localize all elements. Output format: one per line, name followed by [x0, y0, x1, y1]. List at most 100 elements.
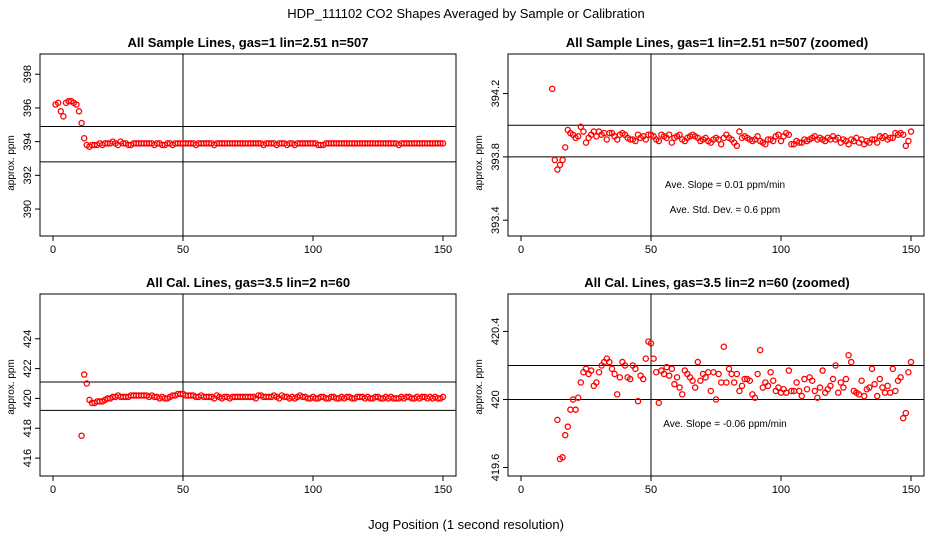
y-tick-label: 420 — [490, 390, 502, 408]
data-point — [647, 340, 655, 347]
data-point — [561, 144, 569, 151]
data-point — [881, 389, 889, 396]
x-tick-label: 100 — [304, 484, 322, 496]
data-point — [437, 140, 444, 147]
data-point — [759, 384, 767, 391]
data-point — [712, 396, 720, 403]
data-point — [554, 166, 561, 173]
panel-cal-lines: All Cal. Lines, gas=3.5 lin=2 n=60 appro… — [6, 275, 457, 496]
data-point — [567, 406, 574, 413]
x-tick-label: 100 — [772, 484, 790, 496]
y-tick-label: 398 — [22, 65, 34, 83]
data-point — [754, 370, 761, 378]
data-point — [879, 384, 886, 391]
data-point — [876, 375, 884, 383]
y-tick-label: 393.8 — [490, 143, 502, 171]
data-point — [652, 368, 660, 376]
data-point — [762, 140, 769, 148]
y-tick-label: 418 — [22, 419, 34, 437]
data-point — [548, 85, 556, 93]
x-tick-label: 100 — [772, 244, 790, 256]
data-point — [78, 432, 85, 439]
plot-frame — [507, 53, 925, 237]
data-point — [756, 346, 764, 354]
data-point — [632, 137, 639, 145]
data-point — [642, 355, 650, 362]
data-point — [751, 394, 759, 402]
data-point — [720, 343, 728, 350]
y-tick-label: 390 — [22, 200, 34, 218]
data-point — [574, 133, 582, 140]
data-point — [606, 129, 613, 137]
data-point — [832, 362, 839, 369]
data-point — [746, 377, 754, 384]
data-point — [866, 384, 873, 391]
y-tick-label: 392 — [22, 166, 34, 184]
data-point — [554, 416, 561, 424]
data-point — [899, 414, 907, 422]
data-point — [704, 368, 712, 376]
panel-title: All Cal. Lines, gas=3.5 lin=2 n=60 (zoom… — [584, 275, 850, 290]
data-point — [634, 397, 642, 405]
x-tick-label: 50 — [177, 484, 189, 496]
data-point — [577, 379, 585, 386]
data-point — [577, 123, 585, 131]
data-point — [655, 137, 663, 145]
annotation: Ave. Slope = 0.01 ppm/min — [665, 180, 785, 191]
data-point — [73, 101, 80, 108]
data-point — [814, 394, 821, 402]
data-point — [886, 389, 894, 396]
data-point — [83, 380, 91, 387]
data-point — [871, 380, 878, 388]
y-tick-label: 422 — [22, 359, 34, 377]
data-point — [733, 370, 741, 378]
data-point — [702, 374, 709, 381]
data-point — [639, 375, 647, 383]
data-point — [803, 386, 811, 393]
data-point — [767, 368, 774, 376]
panel-sample-lines: All Sample Lines, gas=1 lin=2.51 n=507 a… — [6, 35, 457, 256]
data-point — [840, 384, 847, 391]
data-point — [78, 119, 85, 127]
data-point — [785, 367, 793, 374]
x-tick-label: 150 — [902, 484, 920, 496]
plot-area: 0 50 100 150 419.6 420 420.4 Ave. Slope = -0.06… — [490, 293, 925, 496]
data-point — [582, 139, 590, 146]
data-point — [613, 391, 621, 398]
data-point — [574, 394, 582, 402]
figure-xlabel: Jog Position (1 second resolution) — [368, 517, 564, 532]
figure-suptitle: HDP_111102 CO2 Shapes Averaged by Sample… — [287, 6, 644, 21]
data-point — [80, 135, 88, 142]
data-point — [608, 365, 616, 373]
x-tick-label: 50 — [177, 244, 189, 256]
data-point — [75, 108, 83, 115]
data-point — [905, 137, 912, 145]
data-point — [611, 370, 618, 378]
y-tick-label: 394 — [22, 132, 34, 150]
data-point — [723, 379, 730, 386]
data-point — [564, 423, 572, 430]
data-point — [795, 139, 803, 146]
data-point — [811, 387, 819, 395]
data-point — [707, 387, 715, 395]
data-point — [587, 367, 595, 374]
x-tick-label: 0 — [50, 244, 56, 256]
data-point — [788, 387, 795, 395]
data-point — [717, 140, 725, 148]
y-tick-label: 420.4 — [490, 318, 502, 346]
data-point — [439, 393, 447, 401]
data-point — [689, 377, 696, 384]
x-tick-label: 50 — [645, 484, 657, 496]
data-point — [892, 387, 899, 395]
x-tick-label: 0 — [50, 484, 56, 496]
annotation: Ave. Slope = -0.06 ppm/min — [663, 419, 787, 430]
data-point — [621, 362, 629, 369]
data-point — [551, 156, 559, 164]
data-point — [899, 131, 907, 138]
data-point — [632, 365, 639, 373]
x-tick-label: 150 — [434, 244, 452, 256]
data-point — [595, 368, 603, 376]
data-point — [715, 370, 722, 378]
y-tick-label: 416 — [22, 449, 34, 467]
